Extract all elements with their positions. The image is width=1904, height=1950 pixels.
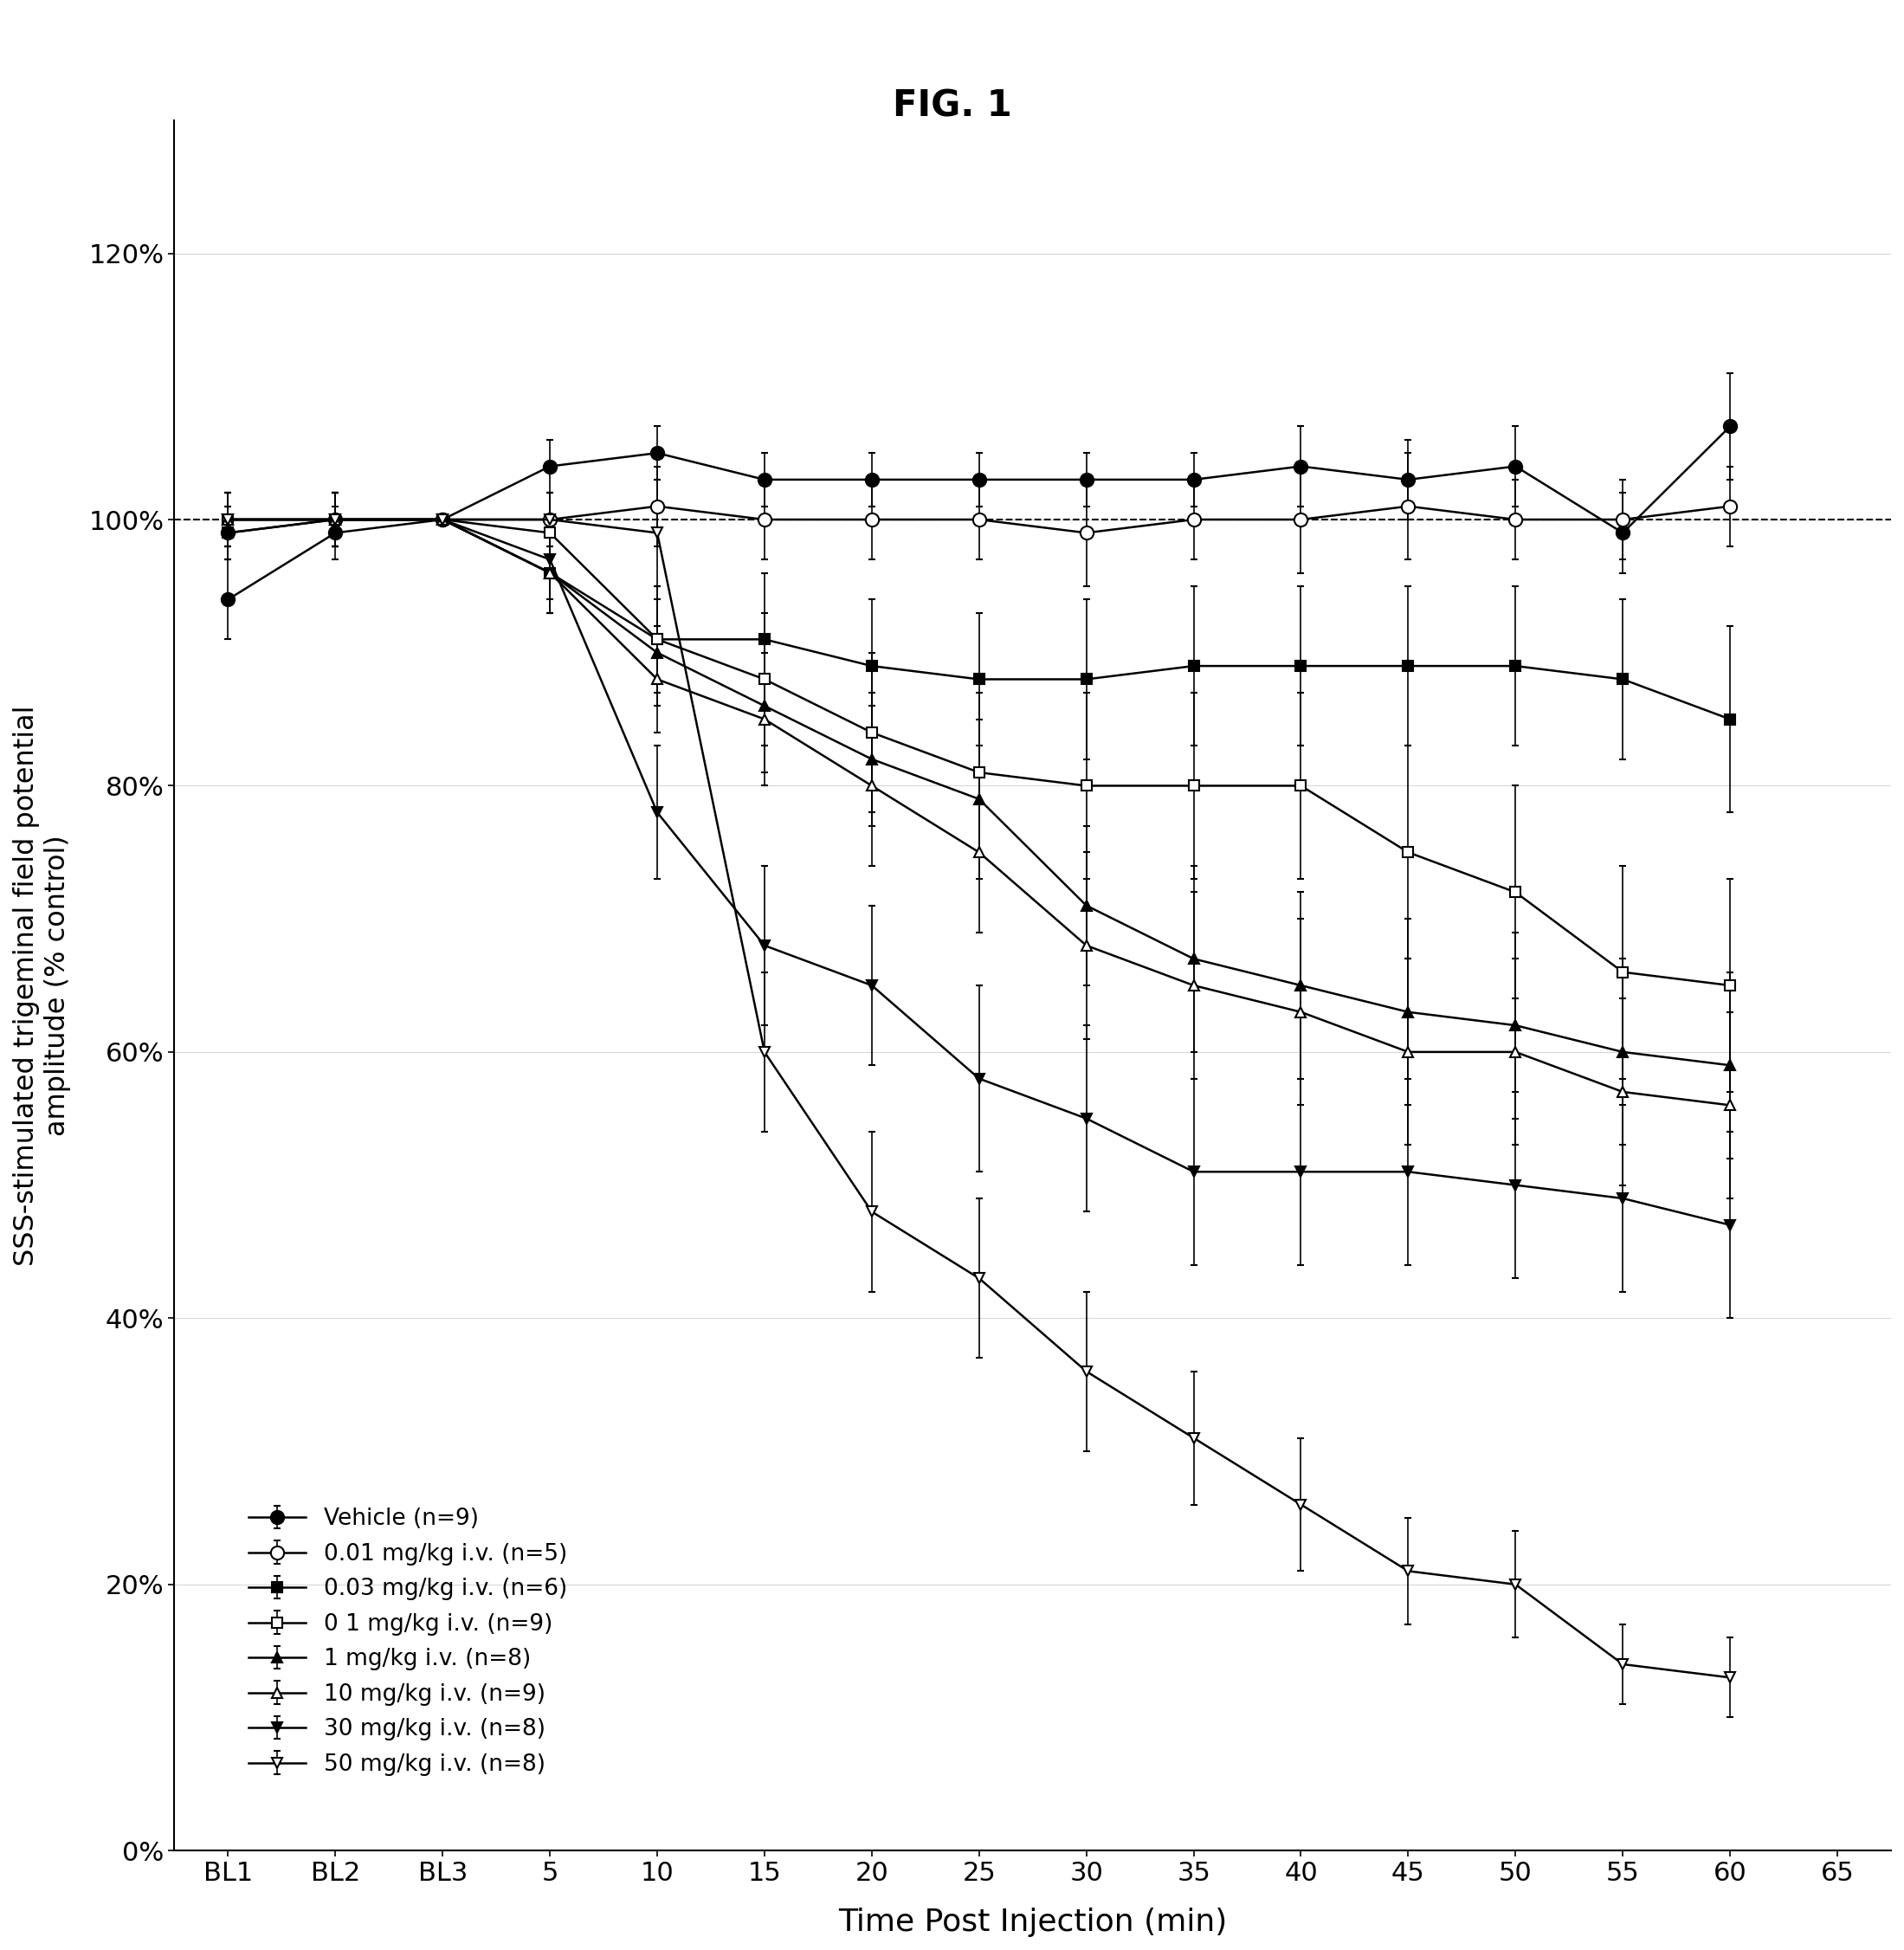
Text: FIG. 1: FIG. 1 [893, 88, 1011, 125]
Y-axis label: SSS-stimulated trigeminal field potential
amplitude (% control): SSS-stimulated trigeminal field potentia… [13, 706, 70, 1266]
X-axis label: Time Post Injection (min): Time Post Injection (min) [838, 1907, 1228, 1936]
Legend: Vehicle (n=9), 0.01 mg/kg i.v. (n=5), 0.03 mg/kg i.v. (n=6), 0 1 mg/kg i.v. (n=9: Vehicle (n=9), 0.01 mg/kg i.v. (n=5), 0.… [238, 1496, 579, 1788]
